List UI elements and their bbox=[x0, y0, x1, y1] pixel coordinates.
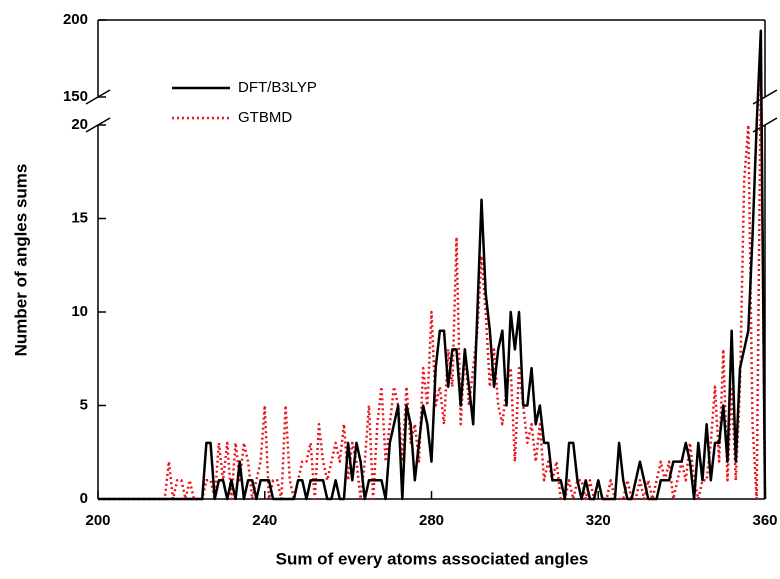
y-tick-label: 15 bbox=[71, 209, 88, 226]
y-tick-label: 5 bbox=[80, 396, 88, 413]
x-tick-label: 320 bbox=[586, 512, 611, 529]
x-tick-label: 200 bbox=[85, 512, 110, 529]
y-tick-label: 20 bbox=[71, 116, 88, 133]
x-axis-label: Sum of every atoms associated angles bbox=[276, 549, 589, 568]
y-tick-label: 200 bbox=[63, 11, 88, 28]
y-tick-label: 0 bbox=[80, 490, 88, 507]
legend-label: DFT/B3LYP bbox=[238, 79, 317, 96]
legend-label: GTBMD bbox=[238, 109, 292, 126]
series-line bbox=[98, 29, 767, 501]
y-axis-label: Number of angles sums bbox=[11, 164, 30, 357]
axes bbox=[85, 19, 778, 500]
series-line bbox=[98, 72, 767, 501]
y-tick-label: 150 bbox=[63, 88, 88, 105]
y-tick-label: 10 bbox=[71, 303, 88, 320]
x-tick-label: 360 bbox=[752, 512, 777, 529]
x-tick-label: 280 bbox=[419, 512, 444, 529]
x-tick-label: 240 bbox=[252, 512, 277, 529]
